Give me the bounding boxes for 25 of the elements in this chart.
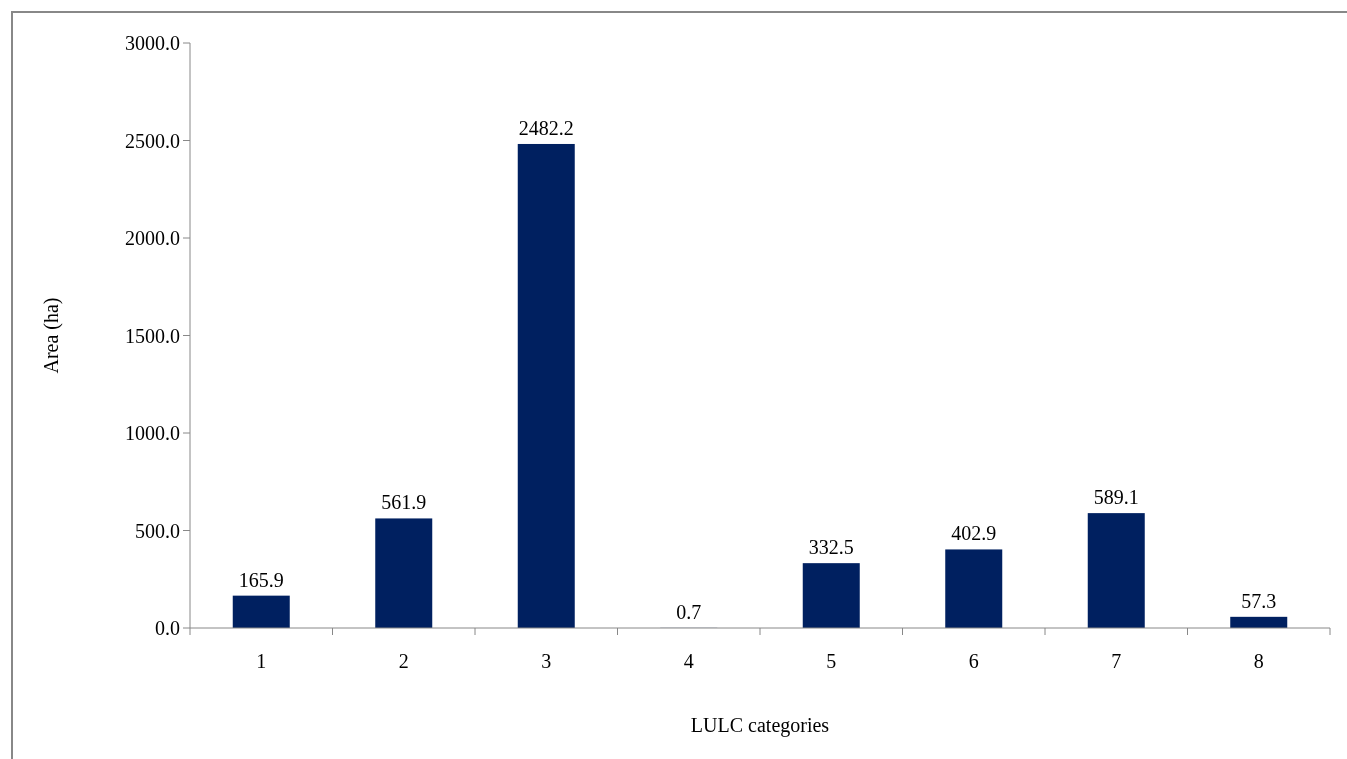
x-tick-label: 6 <box>968 650 979 672</box>
data-label: 2482.2 <box>518 116 574 139</box>
x-tick-label: 2 <box>398 650 409 672</box>
y-axis-title: Area (ha) <box>40 297 63 374</box>
y-tick-label: 1500.0 <box>125 324 180 347</box>
data-label: 561.9 <box>381 491 427 514</box>
x-axis-title: LULC categories <box>690 714 830 737</box>
x-tick-label: 4 <box>683 650 694 672</box>
x-tick-label: 8 <box>1253 650 1264 672</box>
data-label: 589.1 <box>1093 486 1139 509</box>
y-tick-label: 0.0 <box>155 617 180 639</box>
x-tick-label: 1 <box>256 650 267 672</box>
y-tick-label: 2500.0 <box>125 129 180 152</box>
data-label: 57.3 <box>1241 589 1277 612</box>
data-label: 402.9 <box>951 522 997 545</box>
x-tick-label: 7 <box>1111 650 1122 672</box>
data-label: 0.7 <box>676 600 702 623</box>
y-tick-label: 1000.0 <box>125 422 180 444</box>
y-tick-label: 3000.0 <box>125 32 180 54</box>
x-tick-label: 5 <box>826 650 837 672</box>
data-label: 165.9 <box>238 568 284 591</box>
y-tick-label: 2000.0 <box>125 227 180 249</box>
data-label: 332.5 <box>808 536 854 559</box>
y-tick-label: 500.0 <box>135 519 180 542</box>
x-tick-label: 3 <box>541 650 552 672</box>
